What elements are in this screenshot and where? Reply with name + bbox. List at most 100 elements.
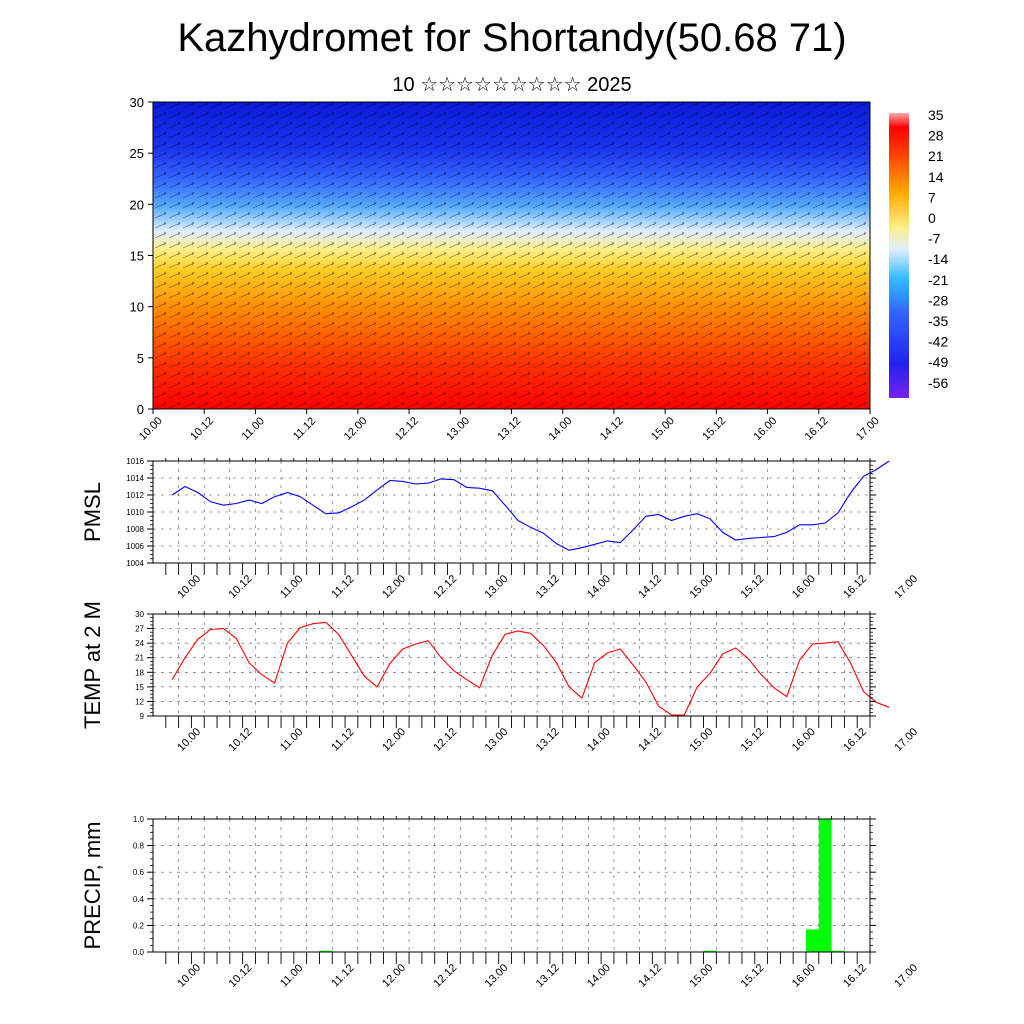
y-tick-label: 30 — [135, 610, 144, 619]
x-tick-label: 16.12 — [841, 962, 869, 990]
x-tick-label: 15.12 — [739, 726, 767, 754]
colorbar-label: 14 — [928, 169, 944, 185]
y-tick-label: 0.2 — [133, 921, 145, 930]
x-tick-label: 16.00 — [751, 415, 779, 443]
y-tick-label: 1008 — [126, 525, 144, 534]
wind-vector-overlay — [153, 102, 870, 409]
x-tick-label: 14.12 — [636, 962, 664, 990]
x-tick-label: 11.12 — [329, 573, 356, 600]
x-tick-label: 16.12 — [803, 415, 831, 443]
colorbar-label: -21 — [928, 272, 948, 288]
x-tick-label: 16.12 — [841, 726, 869, 754]
x-tick-label: 10.00 — [175, 726, 203, 754]
x-tick-label: 12.00 — [380, 726, 408, 754]
x-tick-label: 16.00 — [790, 962, 818, 990]
y-tick-label: 0.6 — [133, 868, 145, 877]
y-tick-label: 1012 — [126, 491, 144, 500]
x-tick-label: 10.12 — [227, 726, 255, 754]
y-tick-label: 15 — [130, 249, 144, 264]
colorbar-label: 21 — [928, 148, 944, 164]
x-tick-label: 10.12 — [227, 573, 255, 601]
series-line — [171, 621, 890, 716]
x-tick-label: 12.00 — [380, 962, 408, 990]
x-tick-label: 17.00 — [854, 415, 882, 443]
x-tick-label: 13.00 — [444, 415, 472, 443]
x-tick-label: 17.00 — [892, 726, 920, 754]
chart-subtitle: 10 ☆☆☆☆☆☆☆☆☆ 2025 — [392, 74, 632, 96]
series-line — [171, 460, 890, 551]
y-tick-label: 25 — [130, 146, 144, 161]
x-tick-label: 15.12 — [739, 962, 767, 990]
precip-bar — [703, 950, 717, 952]
colorbar-label: -42 — [928, 334, 948, 350]
y-tick-label: 30 — [130, 95, 144, 110]
y-tick-label: 0.4 — [133, 895, 145, 904]
y-tick-label: 20 — [130, 197, 144, 212]
chart-title: Kazhydromet for Shortandy(50.68 71) — [177, 16, 847, 60]
x-tick-label: 13.00 — [483, 962, 511, 990]
x-tick-label: 12.12 — [431, 726, 459, 754]
colorbar-label: -14 — [928, 251, 948, 267]
x-tick-label: 17.00 — [892, 573, 920, 601]
x-tick-label: 12.00 — [380, 573, 408, 601]
x-tick-label: 14.12 — [598, 415, 626, 443]
x-tick-label: 10.12 — [227, 962, 255, 990]
x-tick-label: 14.00 — [585, 726, 613, 754]
x-tick-label: 13.12 — [495, 415, 523, 443]
x-tick-label: 14.12 — [636, 726, 664, 754]
y-tick-label: 1006 — [126, 542, 144, 551]
pmsl-panel: 1004 1006 1008 1010 1012 1014 1016 10.00 10.12 11… — [80, 457, 920, 601]
precip-bar — [319, 950, 333, 952]
x-tick-label: 16.00 — [790, 573, 818, 601]
y-axis-label: PMSL — [80, 482, 105, 542]
temperature-heatmap-panel: 0 5 10 15 20 25 30 10.00 10.12 11.00 11.12 12.00 12… — [130, 95, 882, 443]
y-tick-label: 24 — [135, 639, 144, 648]
x-tick-label: 13.12 — [534, 573, 562, 601]
x-tick-label: 15.00 — [687, 962, 715, 990]
x-tick-label: 15.12 — [739, 573, 767, 601]
precip-panel: 0.0 0.2 0.4 0.6 0.8 1.0 10.00 10.12 11.00 11.12 12… — [80, 815, 920, 990]
x-tick-label: 14.00 — [585, 962, 613, 990]
x-tick-label: 13.00 — [483, 726, 511, 754]
y-tick-label: 12 — [135, 697, 144, 706]
colorbar-label: -28 — [928, 292, 948, 308]
y-tick-label: 1004 — [126, 559, 144, 568]
x-tick-label: 15.00 — [649, 415, 677, 443]
x-tick-label: 14.12 — [636, 573, 664, 601]
colorbar-label: -35 — [928, 313, 948, 329]
x-tick-label: 13.12 — [534, 962, 562, 990]
x-tick-label: 16.12 — [841, 573, 869, 601]
x-tick-label: 14.00 — [547, 415, 575, 443]
x-tick-label: 12.12 — [393, 415, 421, 443]
x-tick-label: 17.00 — [892, 962, 920, 990]
x-tick-label: 10.00 — [175, 962, 203, 990]
y-tick-label: 18 — [135, 668, 144, 677]
precip-bar — [831, 950, 845, 952]
x-tick-label: 15.00 — [687, 573, 715, 601]
y-tick-label: 0.0 — [133, 948, 145, 957]
x-tick-label: 13.12 — [534, 726, 562, 754]
colorbar-label: 28 — [928, 128, 944, 144]
temp-2m-panel: 9 12 15 18 21 24 27 30 10.00 10.12 11.00 11.12 12.00… — [80, 601, 920, 754]
y-tick-label: 1010 — [126, 508, 144, 517]
y-tick-label: 1.0 — [133, 815, 145, 824]
x-tick-label: 10.12 — [188, 415, 216, 443]
x-tick-label: 15.00 — [687, 726, 715, 754]
x-tick-label: 11.00 — [240, 415, 267, 442]
x-tick-label: 14.00 — [585, 573, 613, 601]
x-tick-label: 11.12 — [329, 726, 356, 753]
y-axis-label: TEMP at 2 M — [80, 601, 105, 729]
y-tick-label: 9 — [140, 712, 145, 721]
x-tick-label: 10.00 — [175, 573, 203, 601]
y-tick-label: 1016 — [126, 457, 144, 466]
colorbar-label: 35 — [928, 107, 944, 123]
colorbar-label: -49 — [928, 354, 948, 370]
y-tick-label: 1014 — [126, 474, 144, 483]
x-tick-label: 11.00 — [278, 962, 305, 989]
y-tick-label: 0 — [137, 402, 144, 417]
x-tick-label: 12.12 — [431, 573, 459, 601]
colorbar-scale — [889, 113, 909, 398]
x-tick-label: 12.00 — [342, 415, 370, 443]
x-tick-label: 11.12 — [329, 962, 356, 989]
